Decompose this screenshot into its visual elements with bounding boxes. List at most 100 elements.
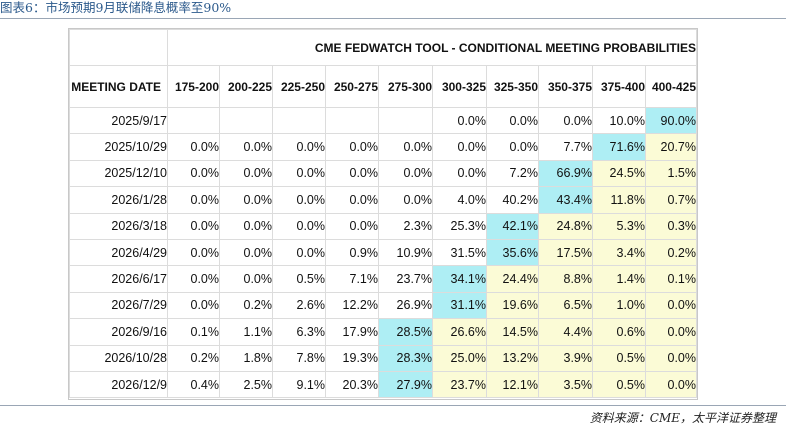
table-row: 2026/9/16 0.1% 1.1% 6.3% 17.9% 28.5% 26.6% 14.5… xyxy=(69,318,697,346)
probability-cell: 0.0% xyxy=(272,186,326,214)
corner-cell xyxy=(69,29,168,66)
probability-cell xyxy=(167,106,220,135)
probability-cell: 0.0% xyxy=(486,106,539,135)
meeting-date-cell: 2026/7/29 xyxy=(69,291,168,320)
probability-cell: 3.4% xyxy=(592,238,646,267)
probability-cell: 0.2% xyxy=(645,238,697,267)
probability-cell: 1.0% xyxy=(592,291,646,320)
probability-cell: 11.8% xyxy=(592,186,646,214)
table-row: 2026/3/18 0.0% 0.0% 0.0% 0.0% 2.3% 25.3% 42.1% 2… xyxy=(69,212,697,240)
probability-cell: 8.8% xyxy=(538,265,593,293)
meeting-date-cell: 2026/6/17 xyxy=(69,265,168,293)
probability-cell: 0.0% xyxy=(272,133,326,161)
probability-cell: 0.0% xyxy=(645,344,697,372)
probability-cell: 12.2% xyxy=(325,291,379,320)
probability-cell: 20.7% xyxy=(645,133,697,161)
probability-cell: 4.0% xyxy=(432,186,487,214)
rate-range-header: 400-425 xyxy=(645,65,697,108)
probability-cell: 28.5% xyxy=(378,318,433,346)
probability-cell xyxy=(325,106,379,135)
probability-cell: 26.9% xyxy=(378,291,433,320)
probability-cell: 90.0% xyxy=(645,106,697,135)
rate-range-header: 200-225 xyxy=(219,65,273,108)
probability-cell: 31.1% xyxy=(432,291,487,320)
fedwatch-table: CME FEDWATCH TOOL - CONDITIONAL MEETING … xyxy=(69,29,697,399)
probability-cell: 42.1% xyxy=(486,212,539,240)
probability-cell: 35.6% xyxy=(486,238,539,267)
probability-cell: 0.5% xyxy=(272,265,326,293)
probability-cell: 0.0% xyxy=(325,212,379,240)
probability-cell: 0.0% xyxy=(645,318,697,346)
probability-cell: 31.5% xyxy=(432,238,487,267)
probability-cell: 25.0% xyxy=(432,344,487,372)
probability-cell: 0.0% xyxy=(167,238,220,267)
probability-cell: 0.0% xyxy=(272,238,326,267)
probability-cell: 0.0% xyxy=(219,212,273,240)
probability-cell: 27.9% xyxy=(378,370,433,399)
probability-cell: 2.6% xyxy=(272,291,326,320)
probability-cell: 6.3% xyxy=(272,318,326,346)
probability-cell: 7.8% xyxy=(272,344,326,372)
probability-cell: 0.0% xyxy=(167,159,220,188)
probability-cell: 0.0% xyxy=(432,106,487,135)
meeting-date-cell: 2025/9/17 xyxy=(69,106,168,135)
figure-caption: 图表6：市场预期9月联储降息概率至90% xyxy=(0,0,232,15)
probability-cell: 0.1% xyxy=(167,318,220,346)
probability-cell: 19.6% xyxy=(486,291,539,320)
probability-cell xyxy=(272,106,326,135)
probability-cell xyxy=(378,106,433,135)
probability-cell: 0.0% xyxy=(378,159,433,188)
caption-divider xyxy=(0,18,786,19)
table-title: CME FEDWATCH TOOL - CONDITIONAL MEETING … xyxy=(167,29,697,66)
probability-cell: 14.5% xyxy=(486,318,539,346)
probability-cell: 7.1% xyxy=(325,265,379,293)
probability-cell: 25.3% xyxy=(432,212,487,240)
probability-cell: 26.6% xyxy=(432,318,487,346)
source-divider xyxy=(0,405,786,406)
table-row: 2026/10/28 0.2% 1.8% 7.8% 19.3% 28.3% 25.0% 13.… xyxy=(69,344,697,372)
probability-cell: 10.9% xyxy=(378,238,433,267)
table-row: 2026/6/17 0.0% 0.0% 0.5% 7.1% 23.7% 34.1% 24.4%… xyxy=(69,265,697,293)
table-row: 2025/9/17 0.0% 0.0% 0.0% 10.0% 90.0% xyxy=(69,106,697,135)
probability-cell: 0.0% xyxy=(219,133,273,161)
probability-cell: 0.2% xyxy=(167,344,220,372)
rate-range-header: 375-400 xyxy=(592,65,646,108)
probability-cell: 24.8% xyxy=(538,212,593,240)
probability-cell: 10.0% xyxy=(592,106,646,135)
meeting-date-cell: 2026/4/29 xyxy=(69,238,168,267)
meeting-date-cell: 2026/1/28 xyxy=(69,186,168,214)
probability-cell: 1.5% xyxy=(645,159,697,188)
table-row: 2026/12/9 0.4% 2.5% 9.1% 20.3% 27.9% 23.7% 12.1… xyxy=(69,370,697,399)
probability-cell: 0.0% xyxy=(645,370,697,399)
probability-cell: 0.0% xyxy=(167,133,220,161)
rate-range-header: 350-375 xyxy=(538,65,593,108)
probability-cell: 0.0% xyxy=(645,291,697,320)
probability-cell: 1.1% xyxy=(219,318,273,346)
meeting-date-cell: 2026/10/28 xyxy=(69,344,168,372)
table-row: 2025/10/29 0.0% 0.0% 0.0% 0.0% 0.0% 0.0% 0.0% 7.… xyxy=(69,133,697,161)
probability-cell: 0.0% xyxy=(432,159,487,188)
probability-cell: 0.6% xyxy=(592,318,646,346)
table-row: 2026/1/28 0.0% 0.0% 0.0% 0.0% 0.0% 4.0% 40.2% 43… xyxy=(69,186,697,214)
probability-cell: 0.0% xyxy=(272,212,326,240)
probability-cell: 0.1% xyxy=(645,265,697,293)
probability-cell: 0.0% xyxy=(167,291,220,320)
probability-cell: 71.6% xyxy=(592,133,646,161)
probability-cell: 23.7% xyxy=(432,370,487,399)
probability-cell: 12.1% xyxy=(486,370,539,399)
probability-cell: 17.5% xyxy=(538,238,593,267)
probability-cell: 2.3% xyxy=(378,212,433,240)
probability-cell: 0.7% xyxy=(645,186,697,214)
probability-cell: 7.7% xyxy=(538,133,593,161)
probability-cell: 0.0% xyxy=(538,106,593,135)
probability-cell: 23.7% xyxy=(378,265,433,293)
probability-cell: 0.0% xyxy=(219,159,273,188)
probability-cell: 0.0% xyxy=(167,186,220,214)
probability-cell: 0.0% xyxy=(219,186,273,214)
table-row: 2026/4/29 0.0% 0.0% 0.0% 0.9% 10.9% 31.5% 35.6%… xyxy=(69,238,697,267)
rate-range-header: 325-350 xyxy=(486,65,539,108)
source-note: 资料来源：CME，太平洋证券整理 xyxy=(589,411,776,425)
probability-cell: 5.3% xyxy=(592,212,646,240)
table-row: 2026/7/29 0.0% 0.2% 2.6% 12.2% 26.9% 31.1% 19.6… xyxy=(69,291,697,320)
probability-cell: 0.0% xyxy=(325,159,379,188)
